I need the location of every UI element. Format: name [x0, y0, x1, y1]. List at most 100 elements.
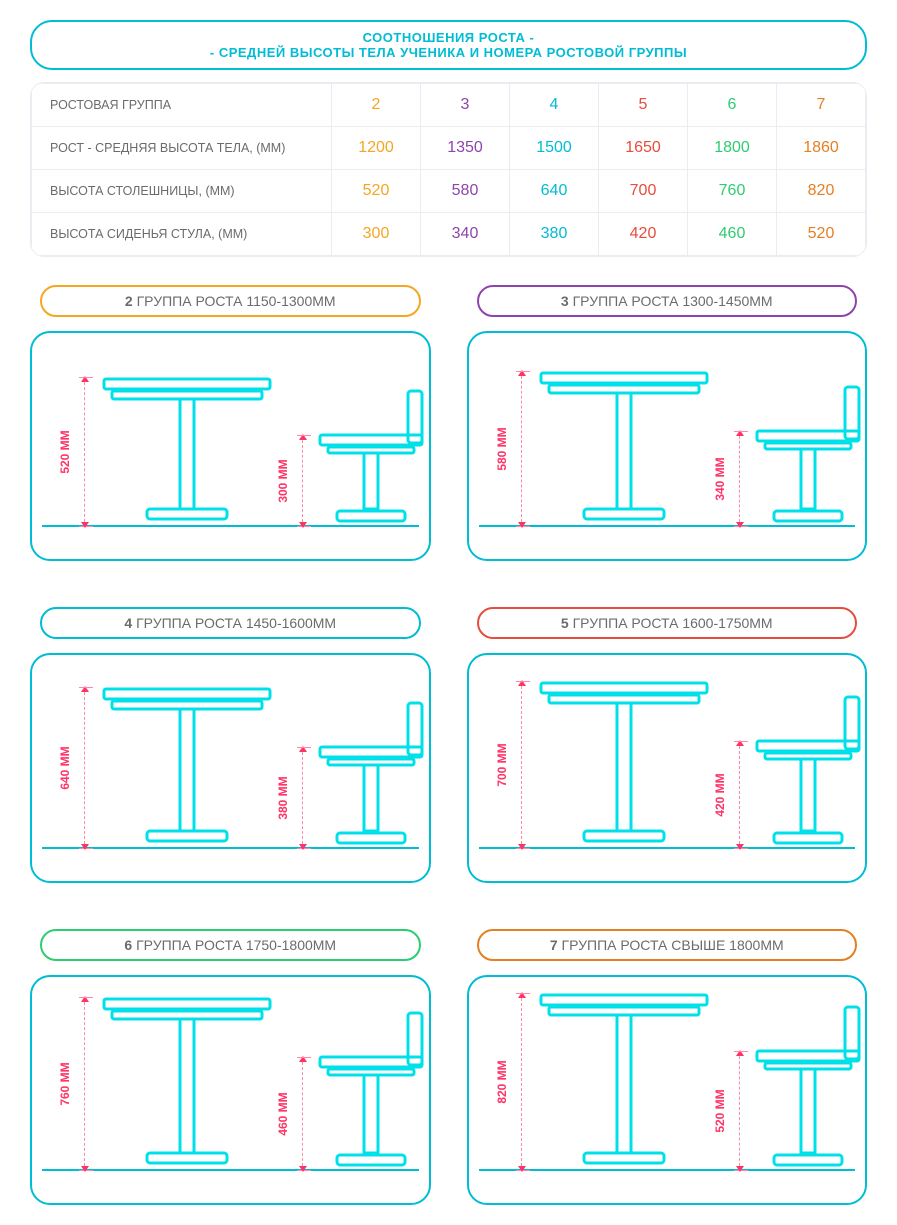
desk-icon	[539, 993, 709, 1171]
cell: 5	[599, 84, 688, 127]
diagram-box: 520 ММ 300 ММ	[30, 331, 431, 561]
row-label: ВЫСОТА СИДЕНЬЯ СТУЛА, (ММ)	[32, 213, 332, 256]
group-range: ГРУППА РОСТА 1150-1300ММ	[137, 293, 336, 309]
table: РОСТОВАЯ ГРУППА234567 РОСТ - СРЕДНЯЯ ВЫСО…	[31, 83, 866, 256]
group-number: 4	[124, 615, 132, 631]
seat-dimension: 460 ММ	[290, 1057, 314, 1171]
desk-dim-label: 700 ММ	[495, 743, 509, 786]
title-line2: - СРЕДНЕЙ ВЫСОТЫ ТЕЛА УЧЕНИКА И НОМЕРА Р…	[52, 45, 845, 60]
card-title-pill: 7 ГРУППА РОСТА СВЫШЕ 1800ММ	[477, 929, 858, 961]
seat-dimension: 300 ММ	[290, 435, 314, 527]
desk-dim-label: 580 ММ	[495, 427, 509, 470]
cell: 3	[421, 84, 510, 127]
desk-dimension: 700 ММ	[509, 681, 533, 849]
desk-icon	[539, 371, 709, 527]
group-number: 2	[125, 293, 133, 309]
group-cards-grid: 2 ГРУППА РОСТА 1150-1300ММ 520 ММ 300 ММ…	[30, 285, 867, 1205]
seat-dimension: 420 ММ	[727, 741, 751, 849]
cell: 1350	[421, 127, 510, 170]
cell: 760	[688, 170, 777, 213]
cell: 820	[777, 170, 866, 213]
group-number: 3	[561, 293, 569, 309]
chair-icon	[753, 695, 863, 849]
desk-dim-label: 640 ММ	[58, 746, 72, 789]
chair-icon	[753, 1005, 863, 1171]
group-number: 6	[124, 937, 132, 953]
desk-icon	[102, 687, 272, 849]
seat-dim-label: 420 ММ	[713, 773, 727, 816]
cell: 580	[421, 170, 510, 213]
group-range: ГРУППА РОСТА СВЫШЕ 1800ММ	[562, 937, 784, 953]
seat-dimension: 340 ММ	[727, 431, 751, 527]
seat-dim-label: 520 ММ	[713, 1089, 727, 1132]
desk-dimension: 640 ММ	[72, 687, 96, 849]
group-card: 3 ГРУППА РОСТА 1300-1450ММ 580 ММ 340 ММ	[467, 285, 868, 561]
seat-dimension: 380 ММ	[290, 747, 314, 849]
desk-icon	[102, 997, 272, 1171]
chair-icon	[753, 385, 863, 527]
cell: 1800	[688, 127, 777, 170]
cell: 380	[510, 213, 599, 256]
cell: 700	[599, 170, 688, 213]
group-card: 4 ГРУППА РОСТА 1450-1600ММ 640 ММ 380 ММ	[30, 607, 431, 883]
diagram-box: 580 ММ 340 ММ	[467, 331, 868, 561]
row-label: РОСТОВАЯ ГРУППА	[32, 84, 332, 127]
seat-dimension: 520 ММ	[727, 1051, 751, 1171]
card-title-pill: 6 ГРУППА РОСТА 1750-1800ММ	[40, 929, 421, 961]
cell: 2	[332, 84, 421, 127]
diagram-box: 700 ММ 420 ММ	[467, 653, 868, 883]
diagram-box: 640 ММ 380 ММ	[30, 653, 431, 883]
group-card: 7 ГРУППА РОСТА СВЫШЕ 1800ММ 820 ММ 520 М…	[467, 929, 868, 1205]
cell: 7	[777, 84, 866, 127]
desk-dimension: 760 ММ	[72, 997, 96, 1171]
group-range: ГРУППА РОСТА 1600-1750ММ	[573, 615, 773, 631]
cell: 520	[777, 213, 866, 256]
group-range: ГРУППА РОСТА 1300-1450ММ	[573, 293, 773, 309]
desk-icon	[539, 681, 709, 849]
diagram-box: 820 ММ 520 ММ	[467, 975, 868, 1205]
desk-dimension: 520 ММ	[72, 377, 96, 527]
chair-icon	[316, 389, 426, 527]
seat-dim-label: 340 ММ	[713, 457, 727, 500]
seat-dim-label: 300 ММ	[276, 459, 290, 502]
cell: 300	[332, 213, 421, 256]
group-number: 7	[550, 937, 558, 953]
desk-dimension: 820 ММ	[509, 993, 533, 1171]
desk-dim-label: 820 ММ	[495, 1060, 509, 1103]
card-title-pill: 4 ГРУППА РОСТА 1450-1600ММ	[40, 607, 421, 639]
desk-icon	[102, 377, 272, 527]
title-line1: СООТНОШЕНИЯ РОСТА -	[52, 30, 845, 45]
cell: 1860	[777, 127, 866, 170]
page-title-pill: СООТНОШЕНИЯ РОСТА - - СРЕДНЕЙ ВЫСОТЫ ТЕЛ…	[30, 20, 867, 70]
card-title-pill: 5 ГРУППА РОСТА 1600-1750ММ	[477, 607, 858, 639]
card-title-pill: 2 ГРУППА РОСТА 1150-1300ММ	[40, 285, 421, 317]
group-number: 5	[561, 615, 569, 631]
desk-dimension: 580 ММ	[509, 371, 533, 527]
seat-dim-label: 460 ММ	[276, 1092, 290, 1135]
diagram-box: 760 ММ 460 ММ	[30, 975, 431, 1205]
cell: 460	[688, 213, 777, 256]
desk-dim-label: 520 ММ	[58, 430, 72, 473]
cell: 420	[599, 213, 688, 256]
cell: 340	[421, 213, 510, 256]
cell: 1200	[332, 127, 421, 170]
cell: 1500	[510, 127, 599, 170]
group-card: 2 ГРУППА РОСТА 1150-1300ММ 520 ММ 300 ММ	[30, 285, 431, 561]
ratio-table: РОСТОВАЯ ГРУППА234567 РОСТ - СРЕДНЯЯ ВЫСО…	[30, 82, 867, 257]
row-label: РОСТ - СРЕДНЯЯ ВЫСОТА ТЕЛА, (ММ)	[32, 127, 332, 170]
desk-dim-label: 760 ММ	[58, 1062, 72, 1105]
cell: 520	[332, 170, 421, 213]
seat-dim-label: 380 ММ	[276, 776, 290, 819]
cell: 6	[688, 84, 777, 127]
cell: 1650	[599, 127, 688, 170]
group-range: ГРУППА РОСТА 1750-1800ММ	[136, 937, 336, 953]
group-card: 5 ГРУППА РОСТА 1600-1750ММ 700 ММ 420 ММ	[467, 607, 868, 883]
row-label: ВЫСОТА СТОЛЕШНИЦЫ, (ММ)	[32, 170, 332, 213]
chair-icon	[316, 1011, 426, 1171]
card-title-pill: 3 ГРУППА РОСТА 1300-1450ММ	[477, 285, 858, 317]
chair-icon	[316, 701, 426, 849]
group-card: 6 ГРУППА РОСТА 1750-1800ММ 760 ММ 460 ММ	[30, 929, 431, 1205]
group-range: ГРУППА РОСТА 1450-1600ММ	[136, 615, 336, 631]
cell: 640	[510, 170, 599, 213]
cell: 4	[510, 84, 599, 127]
